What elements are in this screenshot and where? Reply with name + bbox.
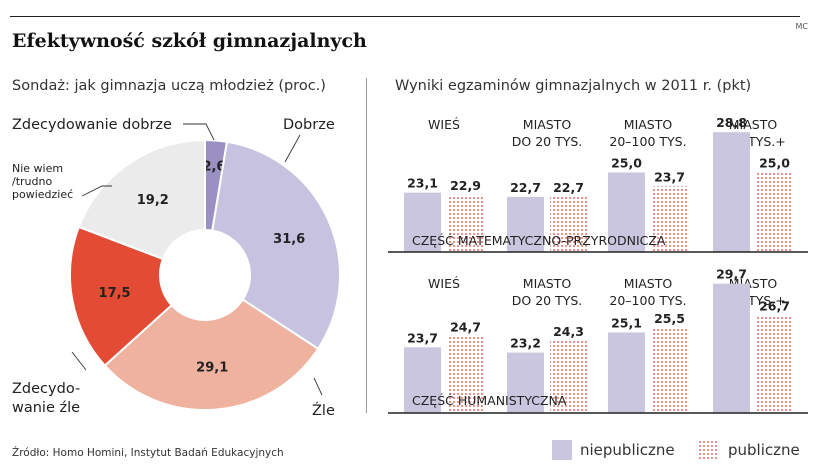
pie-leader-line: [183, 123, 215, 141]
bar-category-label: MIASTO DO 20 TYS.: [512, 117, 583, 149]
panel-divider: [366, 78, 367, 413]
bar-category-label: MIASTO 20–100 TYS.: [609, 117, 686, 149]
bar-value-label: 25,1: [611, 315, 642, 330]
pie-leader-line: [313, 377, 323, 396]
bar-value-label: 26,7: [759, 298, 790, 313]
bar-value-label: 22,7: [510, 180, 541, 195]
bar-niepubliczne: [608, 332, 645, 413]
bar-niepubliczne: [608, 172, 645, 252]
bar-charts: WIEŚ MIASTO DO 20 TYS. MIASTO 20–100 TYS. MIA…: [388, 115, 808, 414]
bar-niepubliczne: [507, 196, 544, 252]
author-credit: MC: [795, 22, 809, 31]
bar-value-label: 25,0: [611, 156, 642, 171]
bar-value-label: 23,7: [654, 169, 685, 184]
bar-value-label: 23,2: [510, 336, 541, 351]
bar-category-label: WIEŚ: [428, 276, 460, 291]
bar-publiczne: [651, 186, 688, 252]
bar-section-label: CZĘŚĆ HUMANISTYCZNA: [412, 393, 567, 408]
bar-publiczne: [550, 196, 587, 252]
bar-value-label: 22,9: [450, 178, 481, 193]
pie-category-label: Zdecydo-wanie źle: [12, 381, 80, 416]
top-rule: [10, 16, 800, 17]
pie-subtitle: Sondaż: jak gimnazja uczą młodzież (proc…: [12, 78, 326, 94]
pie-value-label: 29,1: [196, 361, 228, 376]
bar-publiczne: [756, 172, 793, 252]
bar-publiczne: [651, 328, 688, 413]
pie-leader-line: [284, 134, 301, 163]
pie-slice-1: [211, 140, 341, 351]
pie-category-label: Dobrze: [283, 117, 335, 133]
bar-niepubliczne: [713, 283, 750, 413]
bar-category-label: MIASTO 20–100 TYS.: [609, 276, 686, 308]
bar-publiczne: [756, 315, 793, 413]
pie-leader-line: [71, 351, 87, 371]
bar-value-label: 28,8: [716, 115, 747, 130]
bar-publiczne: [550, 340, 587, 413]
legend-label-niepubliczne: niepubliczne: [580, 441, 675, 459]
legend-label-publiczne: publiczne: [728, 441, 800, 459]
bar-publiczne: [447, 194, 484, 252]
bar-value-label: 25,5: [654, 311, 685, 326]
pie-value-label: 2,6: [202, 159, 225, 174]
bar-subtitle: Wyniki egzaminów gimnazjalnych w 2011 r.…: [395, 78, 752, 94]
pie-slice-3: [69, 225, 174, 367]
bar-value-label: 24,3: [553, 324, 584, 339]
bar-niepubliczne: [507, 352, 544, 413]
pie-value-label: 17,5: [99, 286, 131, 301]
bar-section-label: CZĘŚĆ MATEMATYCZNO-PRZYRODNICZA: [412, 233, 666, 248]
bar-value-label: 23,7: [407, 330, 438, 345]
bar-value-label: 22,7: [553, 180, 584, 195]
legend-swatch-niepubliczne: [552, 440, 572, 460]
bar-publiczne: [447, 336, 484, 413]
bar-niepubliczne: [713, 132, 750, 252]
pie-category-label: Zdecydowanie dobrze: [12, 117, 172, 133]
legend-swatch-publiczne: [698, 440, 718, 460]
bar-value-label: 29,7: [716, 267, 747, 282]
pie-category-label: Nie wiem/trudno powiedzieć: [12, 162, 73, 201]
bar-value-label: 23,1: [407, 176, 438, 191]
pie-chart: 2,6 31,6 29,1 17,5 19,2 Zdecydowanie dobrze Do…: [12, 117, 341, 419]
bar-value-label: 24,7: [450, 320, 481, 335]
bar-niepubliczne: [404, 347, 441, 413]
pie-leader-line: [81, 185, 112, 197]
pie-slice-2: [103, 298, 320, 411]
page-title: Efektywność szkół gimnazjalnych: [12, 30, 367, 52]
bar-value-label: 25,0: [759, 156, 790, 171]
pie-category-label: Źle: [312, 401, 335, 419]
pie-value-label: 31,6: [273, 232, 305, 247]
source-note: Źródło: Homo Homini, Instytut Badań Eduk…: [12, 447, 284, 459]
pie-value-label: 19,2: [137, 193, 169, 208]
bar-category-label: MIASTO DO 20 TYS.: [512, 276, 583, 308]
pie-slice-4: [77, 138, 206, 261]
bar-category-label: WIEŚ: [428, 117, 460, 132]
bar-niepubliczne: [404, 192, 441, 252]
